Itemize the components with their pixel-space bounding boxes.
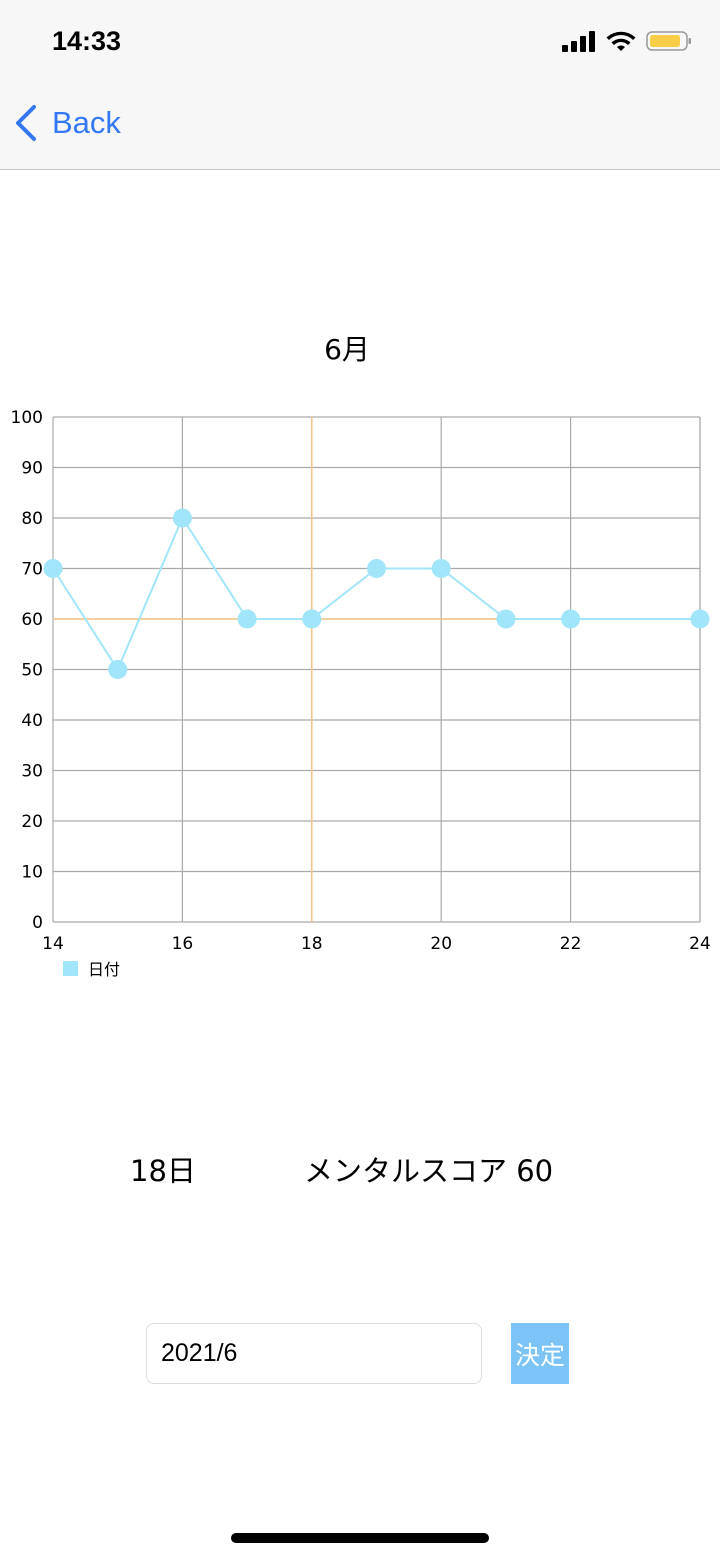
data-point: [690, 609, 710, 629]
selected-day: 18日: [130, 1154, 196, 1188]
selected-score: メンタルスコア 60: [304, 1154, 554, 1188]
back-button[interactable]: Back: [14, 104, 121, 142]
data-point: [367, 559, 386, 578]
y-tick-label: 40: [21, 711, 43, 731]
y-tick-label: 100: [11, 408, 43, 428]
y-tick-label: 80: [21, 509, 43, 529]
y-tick-label: 10: [21, 863, 43, 883]
data-point: [561, 609, 581, 629]
line-chart[interactable]: 0 10 20 30 40 50 60 70 80 90 100 14 16 18 20 22 24: [0, 0, 720, 1000]
y-tick-label: 70: [21, 560, 43, 580]
y-tick-label: 60: [21, 610, 43, 630]
back-label: Back: [52, 105, 121, 140]
chevron-left-icon: [16, 105, 36, 141]
x-tick-label: 18: [301, 934, 323, 954]
y-tick-label: 0: [32, 913, 43, 933]
x-tick-label: 16: [172, 934, 194, 954]
data-point: [172, 508, 192, 528]
legend-swatch: [63, 960, 78, 976]
status-time: 14:33: [52, 26, 122, 56]
data-point: [431, 559, 451, 578]
x-tick-label: 20: [430, 934, 452, 954]
y-tick-label: 20: [21, 812, 43, 832]
signal-icon: [562, 31, 595, 52]
x-tick-label: 14: [42, 934, 64, 954]
data-point: [496, 609, 516, 629]
y-tick-label: 50: [21, 661, 43, 681]
navigation-bar: 14:33 Back: [0, 0, 720, 170]
x-tick-label: 24: [689, 934, 711, 954]
y-tick-label: 90: [21, 459, 43, 479]
data-point: [43, 559, 63, 578]
submit-button[interactable]: 決定: [511, 1323, 569, 1384]
wifi-icon: [606, 31, 636, 51]
x-tick-label: 22: [560, 934, 582, 954]
status-icons: [562, 30, 692, 52]
chart-title: 6月: [324, 333, 370, 366]
data-point: [302, 609, 322, 629]
home-indicator: [231, 1533, 489, 1543]
legend-label: 日付: [88, 960, 121, 979]
y-tick-label: 30: [21, 762, 43, 782]
data-point: [237, 609, 257, 629]
data-point: [108, 660, 128, 679]
series-line: [52, 515, 700, 672]
date-input[interactable]: [146, 1323, 482, 1384]
battery-icon: [646, 31, 691, 51]
chart-legend: 日付: [63, 956, 120, 980]
